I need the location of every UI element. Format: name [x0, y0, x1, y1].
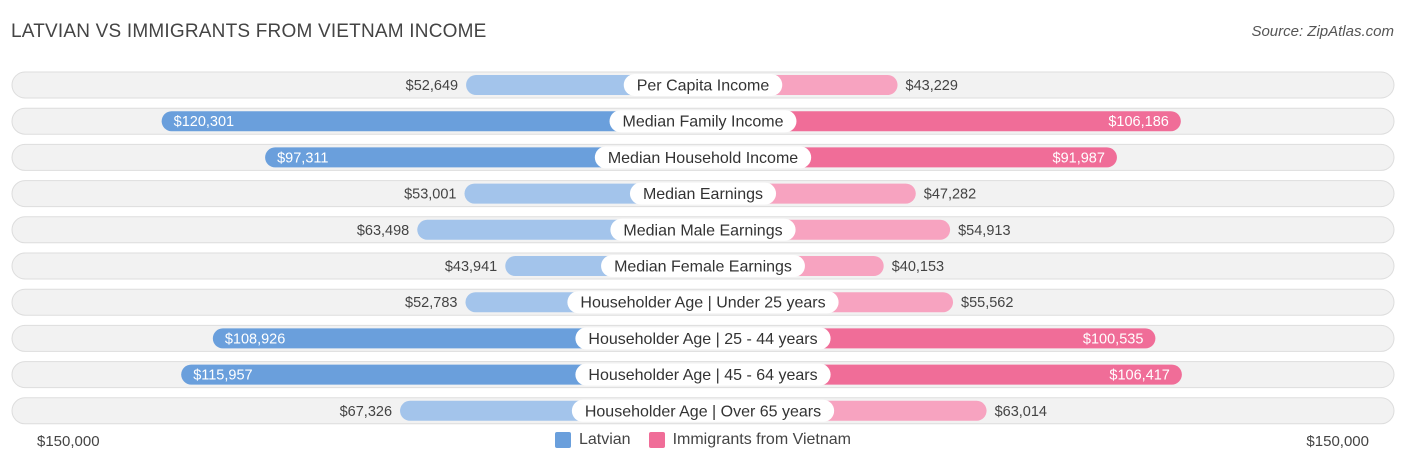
category-label-pill [594, 146, 812, 169]
value-label-vietnam: $54,913 [958, 223, 1010, 239]
value-label-vietnam: $43,229 [906, 78, 958, 94]
legend-swatch-vietnam [648, 432, 665, 448]
bar-vietnam [703, 111, 1181, 132]
value-label-latvian: $53,001 [404, 187, 456, 203]
category-label-pill [601, 255, 805, 277]
category-label-pill [575, 363, 831, 386]
value-label-vietnam: $106,417 [1109, 368, 1169, 384]
value-label-vietnam: $100,535 [1083, 331, 1143, 347]
bar-latvian [181, 364, 704, 385]
category-label: Householder Age | Under 25 years [580, 295, 825, 312]
category-label-pill [610, 218, 796, 241]
legend-label-latvian: Latvian [578, 431, 631, 448]
chart-row: $52,649 $43,229 Per Capita Income [11, 71, 1395, 99]
category-label-pill [567, 291, 839, 314]
chart-row: $52,783 $55,562 Householder Age | Under 25… [11, 288, 1395, 316]
legend-item-vietnam[interactable]: Immigrants from Vietnam [648, 431, 851, 449]
bar-latvian [161, 111, 703, 132]
chart-row: $67,326 $63,014 Householder Age | Over 65 … [11, 397, 1395, 425]
category-label-pill [629, 182, 777, 205]
legend: Latvian Immigrants from Vietnam [0, 431, 1406, 449]
category-label: Householder Age | 45 - 64 years [588, 367, 817, 384]
value-label-vietnam: $106,186 [1108, 114, 1168, 130]
value-label-latvian: $108,926 [225, 331, 285, 347]
legend-item-latvian[interactable]: Latvian [554, 431, 631, 449]
category-label: Householder Age | 25 - 44 years [588, 331, 817, 348]
category-label: Per Capita Income [637, 78, 770, 95]
value-label-vietnam: $55,562 [961, 295, 1013, 311]
chart-row: $43,941 $40,153 Median Female Earnings [11, 252, 1395, 280]
value-label-latvian: $52,783 [405, 295, 457, 311]
value-label-latvian: $120,301 [174, 114, 234, 130]
bar-latvian [265, 147, 703, 168]
legend-label-vietnam: Immigrants from Vietnam [672, 431, 851, 448]
chart-row: $63,498 $54,913 Median Male Earnings [11, 216, 1395, 244]
value-label-latvian: $52,649 [406, 78, 458, 94]
category-label-pill [575, 327, 831, 350]
category-label-pill [609, 110, 797, 133]
category-label: Median Earnings [643, 186, 763, 203]
source-note: Source: ZipAtlas.com [1251, 23, 1394, 40]
category-label: Median Male Earnings [623, 222, 782, 239]
value-label-latvian: $43,941 [445, 259, 497, 275]
value-label-latvian: $63,498 [357, 223, 409, 239]
value-label-vietnam: $91,987 [1053, 150, 1105, 166]
value-label-vietnam: $40,153 [892, 259, 944, 275]
category-label-pill [623, 74, 783, 96]
chart-row: $97,311 $91,987 Median Household Income [11, 143, 1395, 171]
category-label-pill [571, 399, 835, 422]
chart-row: $108,926 $100,535 Householder Age | 25 - 4… [11, 324, 1395, 352]
category-label: Median Female Earnings [614, 259, 792, 276]
value-label-vietnam: $47,282 [924, 187, 976, 203]
category-label: Householder Age | Over 65 years [585, 403, 821, 420]
axis-right-label: $150,000 [1306, 433, 1369, 450]
axis-left-label: $150,000 [37, 433, 100, 450]
chart-row: $120,301 $106,186 Median Family Income [11, 107, 1395, 135]
value-label-latvian: $97,311 [277, 150, 328, 166]
category-label: Median Household Income [608, 150, 798, 167]
value-label-vietnam: $63,014 [995, 404, 1047, 420]
value-label-latvian: $115,957 [193, 368, 252, 384]
chart-title: LATVIAN VS IMMIGRANTS FROM VIETNAM INCOM… [11, 21, 487, 42]
category-label: Median Family Income [623, 114, 784, 131]
chart-row: $115,957 $106,417 Householder Age | 45 - 6… [11, 361, 1395, 389]
value-label-latvian: $67,326 [340, 404, 392, 420]
chart-row: $53,001 $47,282 Median Earnings [11, 180, 1395, 208]
legend-swatch-latvian [554, 432, 571, 448]
